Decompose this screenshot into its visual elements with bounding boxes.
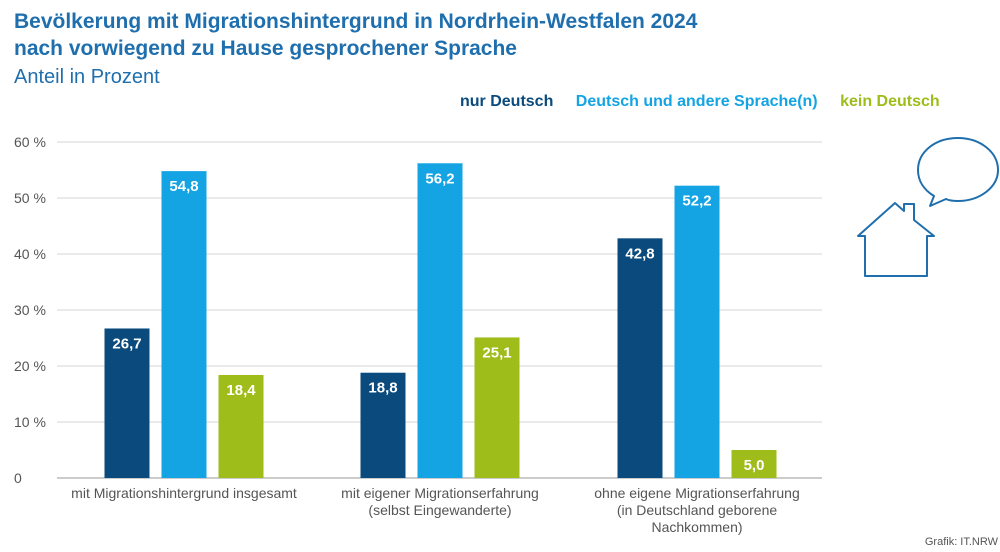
bar-value-labels: 26,7 54,8 18,4 18,8 56,2 25,1 42,8 52,2 5,0 (112, 170, 764, 474)
bar (104, 328, 150, 478)
bar (218, 374, 264, 478)
x-category-label: Nachkommen) (651, 519, 742, 535)
y-tick-label: 30 % (14, 302, 46, 318)
speech-bubble-icon (917, 137, 999, 207)
bar (417, 163, 463, 478)
x-category-label: mit Migrationshintergrund insgesamt (71, 485, 297, 501)
y-tick-label: 50 % (14, 190, 46, 206)
legend-item-deutsch-und-andere: Deutsch und andere Sprache(n) (575, 93, 818, 110)
x-category-label: mit eigener Migrationserfahrung (341, 485, 539, 501)
x-category-label: ohne eigene Migrationserfahrung (594, 485, 799, 501)
bar-value-label: 25,1 (482, 344, 511, 361)
y-tick-label: 60 % (14, 134, 46, 150)
bar (360, 372, 406, 478)
chart-subtitle: Anteil in Prozent (14, 66, 160, 88)
x-axis-categories: mit Migrationshintergrund insgesamt mit e… (71, 485, 800, 535)
bar-value-label: 54,8 (169, 178, 198, 195)
credit: Grafik: IT.NRW (924, 536, 998, 548)
y-tick-label: 20 % (14, 358, 46, 374)
chart-title: Bevölkerung mit Migrationshintergrund in… (14, 8, 697, 62)
bar-value-label: 42,8 (625, 245, 654, 262)
bar (731, 450, 777, 478)
bar (674, 185, 720, 478)
bars (104, 163, 777, 478)
bar-value-label: 26,7 (112, 335, 141, 352)
bar (474, 337, 520, 478)
bar (161, 171, 207, 478)
house-with-speech-bubble-icon (857, 137, 999, 277)
chart-title-line-1: Bevölkerung mit Migrationshintergrund in… (14, 10, 698, 33)
chart-title-line-2: nach vorwiegend zu Hause gesprochener Sp… (14, 37, 517, 60)
bar-value-label: 56,2 (425, 170, 454, 187)
bar (617, 238, 663, 478)
bar-value-label: 52,2 (682, 193, 711, 210)
y-tick-label: 0 (14, 470, 22, 486)
bar-value-label: 18,8 (368, 380, 397, 397)
y-axis-ticks: 0 10 % 20 % 30 % 40 % 50 % 60 % (14, 134, 46, 486)
x-category-label: (selbst Eingewanderte) (368, 502, 511, 518)
y-tick-label: 10 % (14, 414, 46, 430)
house-icon (857, 202, 935, 277)
bar-value-label: 5,0 (744, 457, 765, 474)
legend-item-nur-deutsch: nur Deutsch (460, 93, 554, 110)
legend: nur Deutsch Deutsch und andere Sprache(n… (460, 93, 958, 111)
y-tick-label: 40 % (14, 246, 46, 262)
x-category-label: (in Deutschland geborene (617, 502, 778, 518)
bar-value-label: 18,4 (226, 382, 256, 399)
legend-item-kein-deutsch: kein Deutsch (840, 93, 940, 110)
